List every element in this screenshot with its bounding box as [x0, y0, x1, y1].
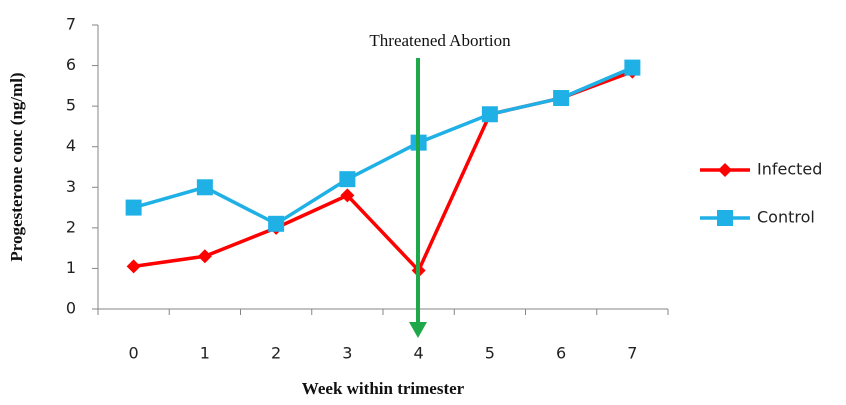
event-arrow: [409, 58, 427, 338]
y-tick-label: 3: [66, 177, 76, 196]
marker: [126, 259, 141, 274]
y-tick-label: 6: [66, 55, 76, 74]
annotation: Threatened Abortion: [369, 31, 511, 50]
y-tick-label: 1: [66, 258, 76, 277]
x-axis-title: Week within trimester: [302, 379, 465, 398]
x-tick-label: 4: [414, 344, 424, 363]
marker: [339, 171, 356, 188]
y-tick-label: 0: [66, 299, 76, 318]
legend-marker: [717, 210, 733, 226]
y-tick-label: 2: [66, 217, 76, 236]
x-tick-label: 1: [200, 344, 210, 363]
marker: [553, 90, 570, 107]
y-axis-title: Progesterone conc (ng/ml): [7, 72, 26, 261]
x-tick-label: 5: [485, 344, 495, 363]
marker: [624, 59, 641, 76]
series-line: [133, 65, 634, 226]
legend-item: Control: [700, 208, 815, 227]
x-tick-label: 7: [627, 344, 637, 363]
x-tick-label: 2: [271, 344, 281, 363]
marker: [340, 188, 355, 203]
marker: [196, 179, 213, 196]
x-tick-label: 0: [129, 344, 139, 363]
legend-label: Control: [757, 208, 815, 227]
series: [125, 59, 641, 232]
arrow-head: [409, 322, 427, 338]
marker: [268, 215, 285, 232]
marker: [125, 199, 142, 216]
plot-area: 0 1 2 3 4 5 6 7 0 1 2 3 4 5 6 7 Infected Control: [66, 15, 823, 363]
marker: [197, 249, 212, 264]
legend-label: Infected: [757, 160, 822, 179]
legend-marker: [718, 163, 732, 177]
marker: [481, 106, 498, 123]
y-tick-label: 4: [66, 136, 76, 155]
y-tick-label: 7: [66, 15, 76, 34]
y-tick-label: 5: [66, 96, 76, 115]
x-tick-label: 6: [556, 344, 566, 363]
x-tick-label: 3: [342, 344, 352, 363]
legend-item: Infected: [700, 160, 822, 179]
